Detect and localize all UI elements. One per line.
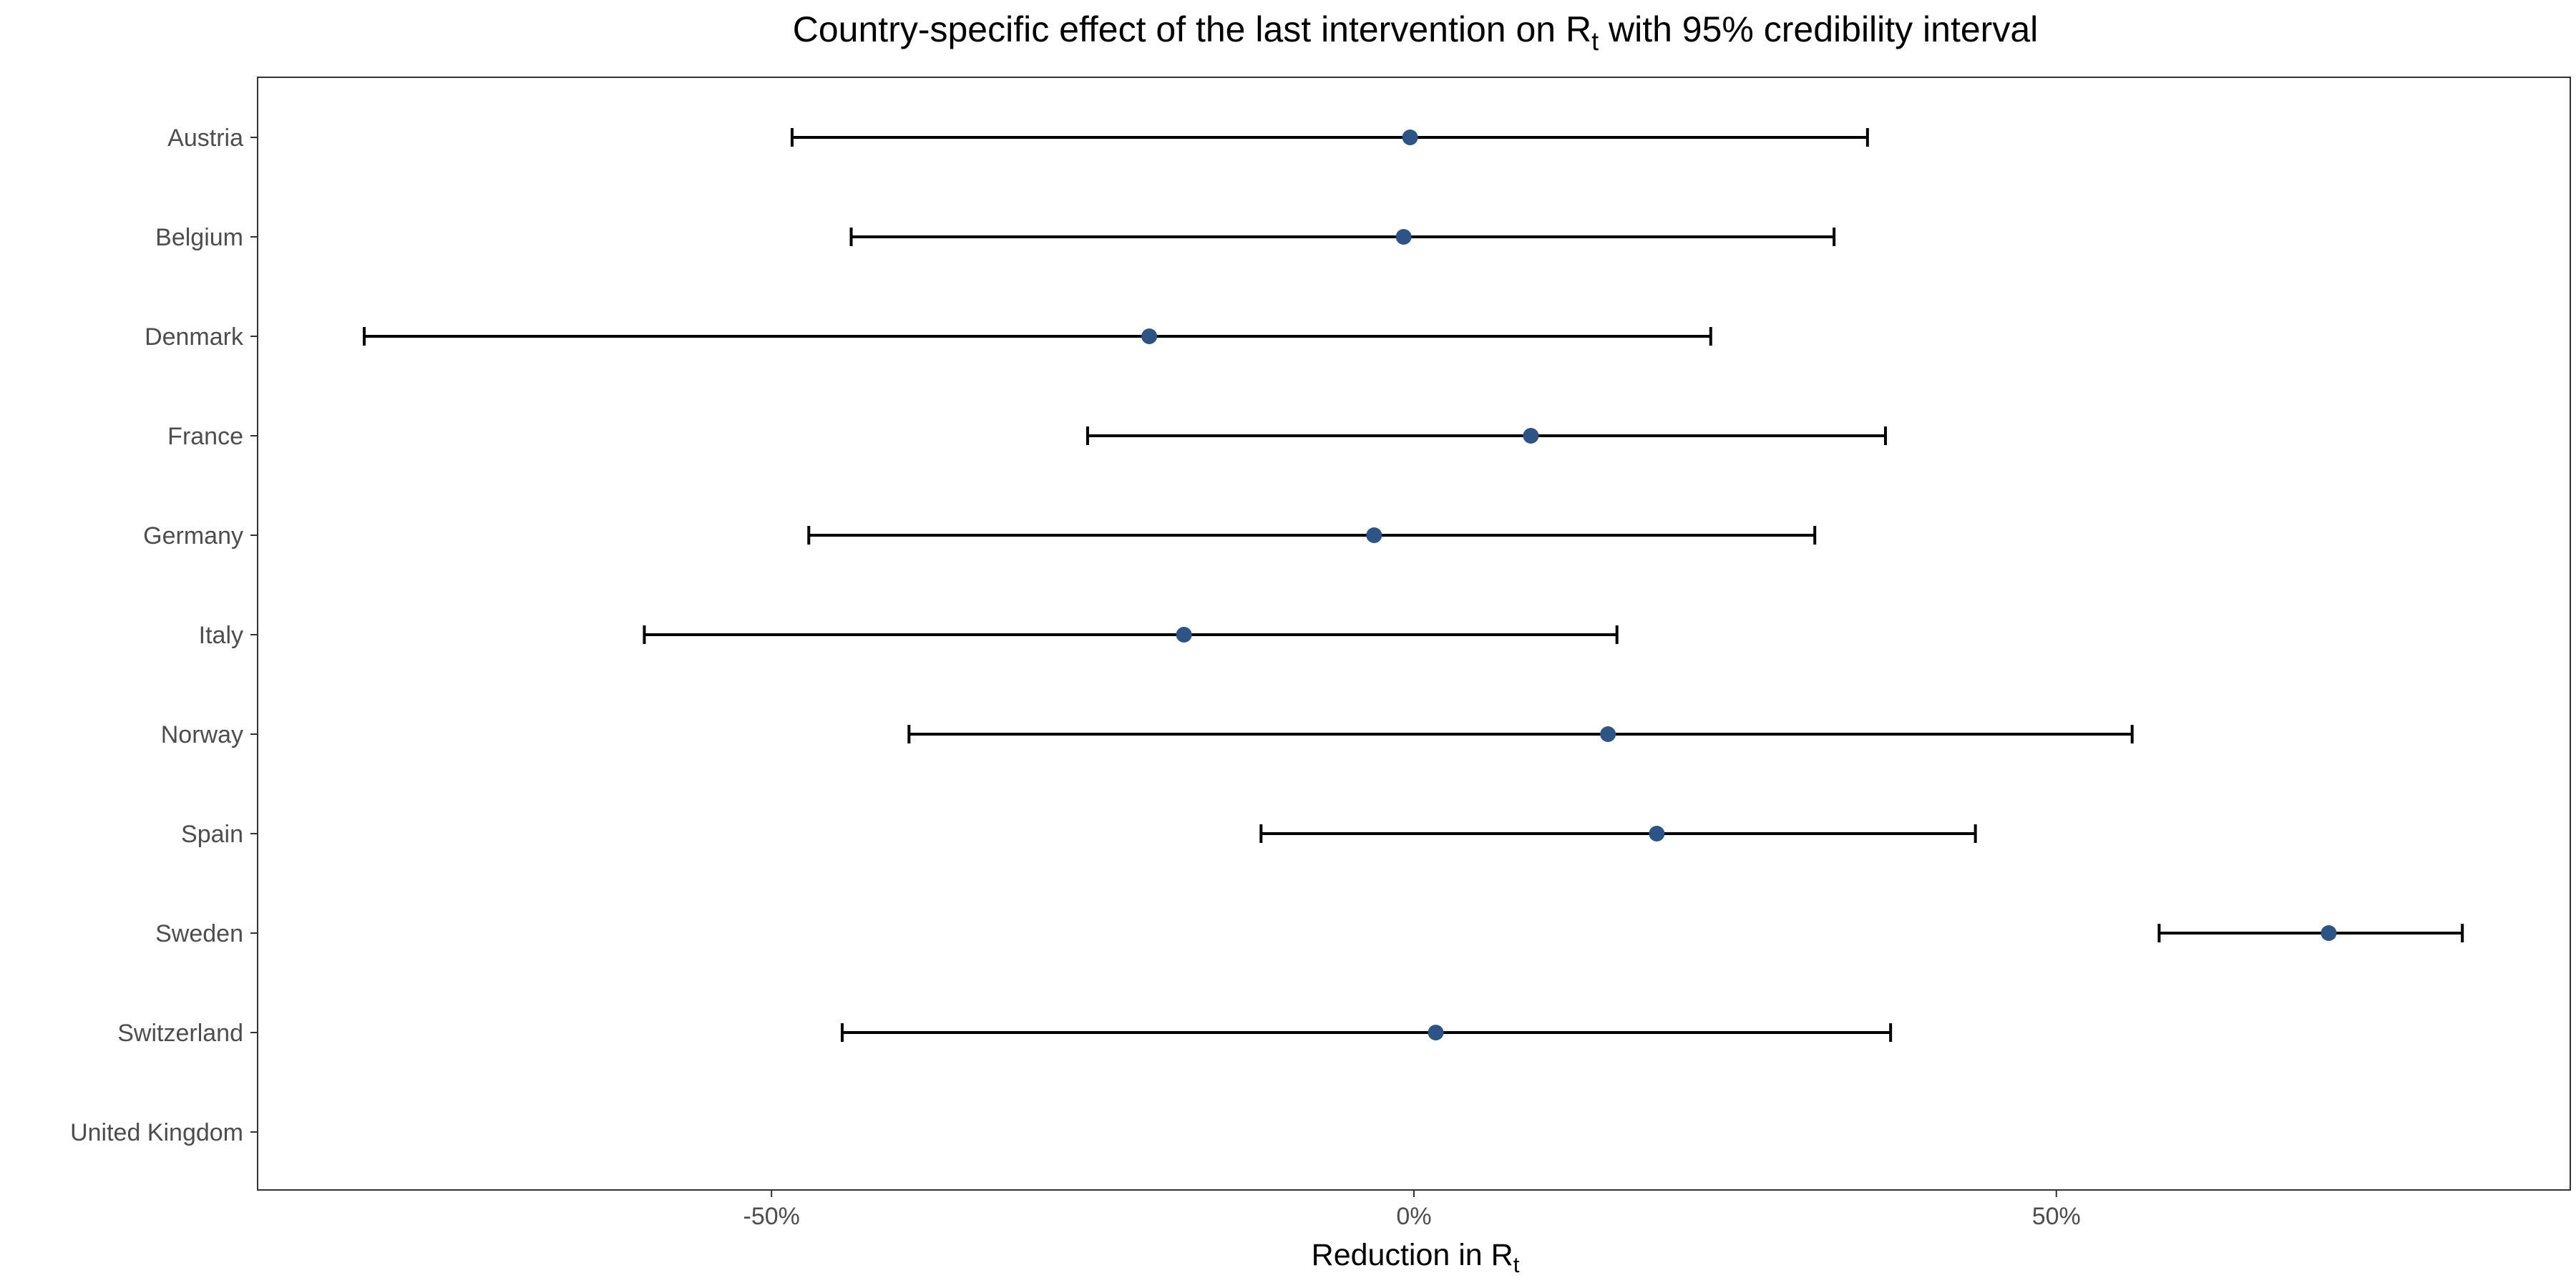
interval-switzerland bbox=[840, 1023, 1893, 1042]
interval-layer bbox=[363, 128, 2464, 1042]
point-germany bbox=[1366, 527, 1382, 543]
y-tick-label-austria: Austria bbox=[167, 125, 243, 152]
chart-title-main: Country-specific effect of the last inte… bbox=[793, 9, 1591, 49]
x-axis-title: Reduction in Rt bbox=[1312, 1238, 1520, 1277]
x-tick-label: -50% bbox=[743, 1203, 800, 1230]
y-tick-label-denmark: Denmark bbox=[145, 323, 244, 351]
x-tick-label: 0% bbox=[1396, 1203, 1431, 1230]
point-italy bbox=[1176, 627, 1192, 643]
interval-belgium bbox=[849, 228, 1836, 246]
interval-denmark bbox=[363, 327, 1712, 346]
x-axis-title-subscript: t bbox=[1513, 1252, 1520, 1277]
point-denmark bbox=[1141, 328, 1158, 344]
point-austria bbox=[1402, 130, 1418, 145]
y-axis: Austria Belgium Denmark France Germany Italy N… bbox=[70, 125, 258, 1146]
y-tick-label-sweden: Sweden bbox=[155, 920, 243, 947]
x-axis: -50% 0% 50% bbox=[743, 1190, 2081, 1230]
point-belgium bbox=[1395, 229, 1412, 245]
interval-sweden bbox=[2157, 924, 2464, 942]
interval-italy bbox=[643, 625, 1619, 644]
interval-austria bbox=[790, 128, 1869, 147]
interval-germany bbox=[807, 526, 1817, 545]
y-tick-label-france: France bbox=[167, 423, 243, 450]
y-tick-label-belgium: Belgium bbox=[155, 224, 243, 251]
y-tick-label-germany: Germany bbox=[143, 522, 243, 550]
y-tick-label-italy: Italy bbox=[199, 622, 243, 649]
chart-title: Country-specific effect of the last inte… bbox=[793, 9, 2038, 56]
point-france bbox=[1523, 428, 1539, 444]
y-tick-label-norway: Norway bbox=[161, 721, 243, 748]
y-tick-label-united-kingdom: United Kingdom bbox=[70, 1119, 243, 1146]
point-layer bbox=[1141, 130, 2337, 1040]
point-spain bbox=[1649, 826, 1665, 841]
point-sweden bbox=[2321, 925, 2337, 941]
point-norway bbox=[1600, 726, 1616, 742]
chart-title-suffix: with 95% credibility interval bbox=[1599, 9, 2038, 49]
x-tick-label: 50% bbox=[2032, 1203, 2081, 1230]
y-tick-label-switzerland: Switzerland bbox=[117, 1020, 243, 1047]
y-tick-label-spain: Spain bbox=[181, 821, 243, 848]
interval-norway bbox=[907, 725, 2134, 743]
x-axis-title-main: Reduction in R bbox=[1312, 1238, 1513, 1272]
interval-spain bbox=[1259, 824, 1977, 843]
chart-title-subscript: t bbox=[1591, 26, 1599, 56]
point-switzerland bbox=[1428, 1025, 1444, 1040]
interval-france bbox=[1085, 426, 1887, 445]
